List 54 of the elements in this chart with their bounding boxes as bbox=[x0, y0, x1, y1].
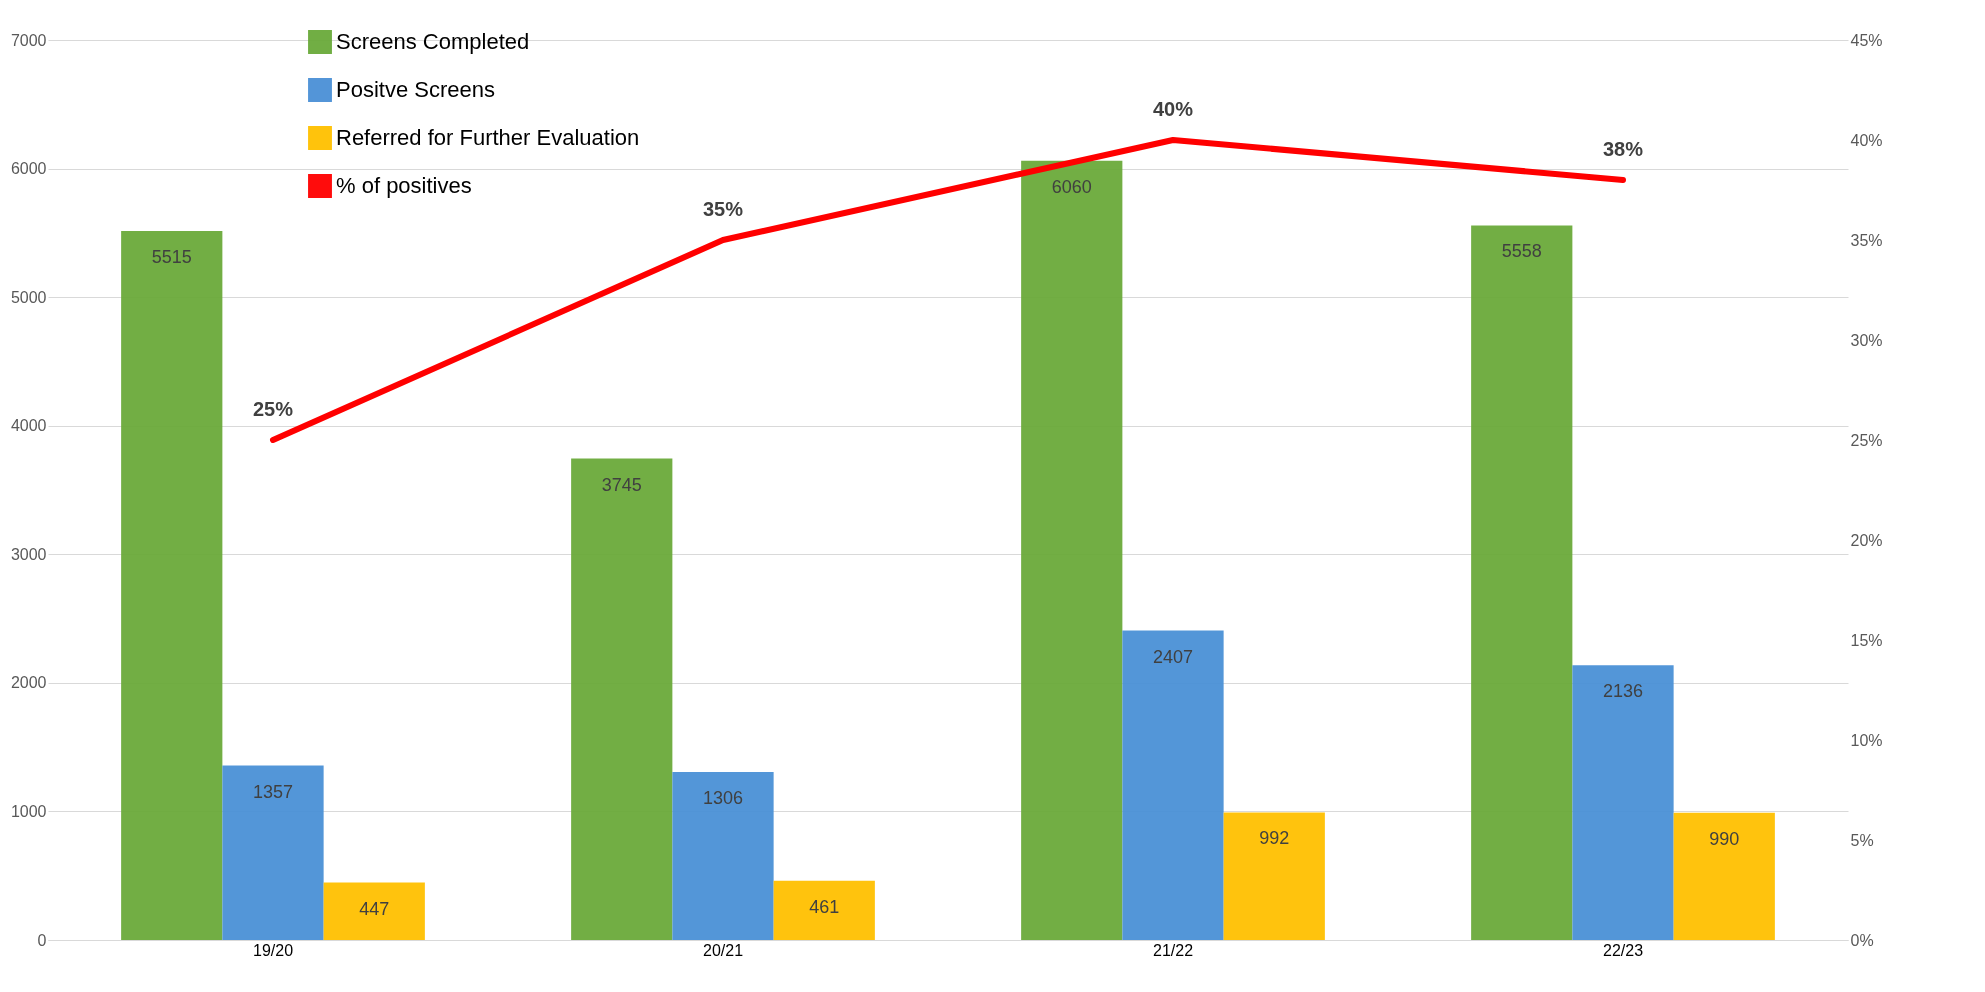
data-label: 5558 bbox=[1501, 241, 1542, 262]
data-label: 25% bbox=[252, 398, 294, 420]
data-label: 38% bbox=[1602, 138, 1644, 160]
x-tick-label: 19/20 bbox=[252, 941, 294, 959]
bar bbox=[1021, 160, 1123, 940]
bar bbox=[121, 230, 223, 940]
data-label: 35% bbox=[702, 198, 744, 220]
bar bbox=[1572, 665, 1674, 940]
data-label: 3745 bbox=[601, 474, 642, 495]
data-label: 447 bbox=[359, 898, 390, 919]
y2-tick-label: 15% bbox=[1850, 631, 1883, 649]
y2-tick-label: 25% bbox=[1850, 431, 1883, 449]
y-tick-label: 0 bbox=[37, 931, 47, 949]
legend-label: Referred for Further Evaluation bbox=[336, 125, 640, 150]
x-tick-label: 20/21 bbox=[702, 941, 744, 959]
x-tick-label: 22/23 bbox=[1602, 941, 1644, 959]
y-tick-label: 6000 bbox=[10, 160, 47, 178]
y2-tick-label: 0% bbox=[1850, 931, 1874, 949]
bar bbox=[1122, 630, 1224, 940]
data-label: 990 bbox=[1709, 828, 1740, 849]
bar bbox=[323, 882, 425, 940]
bar bbox=[773, 880, 875, 940]
y2-tick-label: 5% bbox=[1850, 831, 1874, 849]
data-label: 5515 bbox=[151, 246, 192, 267]
legend-label: Positve Screens bbox=[336, 77, 495, 102]
data-label: 461 bbox=[809, 896, 840, 917]
y-tick-label: 2000 bbox=[10, 674, 47, 692]
x-tick-label: 21/22 bbox=[1152, 941, 1194, 959]
y2-tick-label: 40% bbox=[1850, 131, 1883, 149]
data-label: 1357 bbox=[252, 781, 294, 802]
data-label: 992 bbox=[1259, 828, 1290, 849]
y-tick-label: 3000 bbox=[10, 545, 47, 563]
y-tick-label: 7000 bbox=[10, 31, 47, 49]
data-label: 1306 bbox=[702, 788, 744, 809]
y-tick-label: 4000 bbox=[10, 417, 47, 435]
y2-tick-label: 35% bbox=[1850, 231, 1883, 249]
bar bbox=[672, 772, 774, 940]
bar bbox=[1471, 225, 1573, 940]
y2-tick-label: 30% bbox=[1850, 331, 1883, 349]
y-tick-label: 5000 bbox=[10, 288, 47, 306]
bar bbox=[222, 765, 324, 940]
data-label: 6060 bbox=[1051, 176, 1092, 197]
bar bbox=[1223, 812, 1325, 940]
data-label: 40% bbox=[1152, 98, 1194, 120]
y-tick-label: 1000 bbox=[10, 802, 47, 820]
y2-tick-label: 20% bbox=[1850, 531, 1883, 549]
bar bbox=[1673, 812, 1775, 940]
bar bbox=[571, 458, 673, 940]
data-label: 2136 bbox=[1602, 681, 1644, 702]
data-label: 2407 bbox=[1152, 646, 1194, 667]
y2-tick-label: 45% bbox=[1850, 31, 1883, 49]
y2-tick-label: 10% bbox=[1850, 731, 1883, 749]
legend-label: % of positives bbox=[336, 173, 472, 198]
legend-label: Screens Completed bbox=[336, 29, 530, 54]
